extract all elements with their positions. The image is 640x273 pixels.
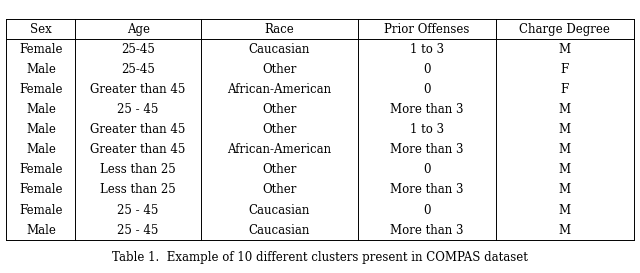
Text: M: M (559, 204, 571, 216)
Text: F: F (561, 83, 569, 96)
Text: More than 3: More than 3 (390, 183, 463, 197)
Text: More than 3: More than 3 (390, 143, 463, 156)
Text: African-American: African-American (227, 83, 332, 96)
Text: Male: Male (26, 103, 56, 116)
Text: Prior Offenses: Prior Offenses (384, 23, 469, 36)
Text: Other: Other (262, 183, 296, 197)
Text: M: M (559, 43, 571, 56)
Text: M: M (559, 103, 571, 116)
Text: 1 to 3: 1 to 3 (410, 123, 444, 136)
Text: African-American: African-American (227, 143, 332, 156)
Text: Less than 25: Less than 25 (100, 183, 176, 197)
Text: Caucasian: Caucasian (248, 204, 310, 216)
Text: Less than 25: Less than 25 (100, 163, 176, 176)
Text: 1 to 3: 1 to 3 (410, 43, 444, 56)
Text: 0: 0 (423, 63, 430, 76)
Text: Greater than 45: Greater than 45 (90, 123, 186, 136)
Text: Other: Other (262, 63, 296, 76)
Text: Male: Male (26, 123, 56, 136)
Text: Sex: Sex (30, 23, 52, 36)
Text: Caucasian: Caucasian (248, 224, 310, 237)
Text: 25 - 45: 25 - 45 (117, 103, 159, 116)
Text: Female: Female (19, 163, 63, 176)
Text: 0: 0 (423, 163, 430, 176)
Text: M: M (559, 163, 571, 176)
Text: Female: Female (19, 183, 63, 197)
Text: M: M (559, 143, 571, 156)
Text: Charge Degree: Charge Degree (519, 23, 610, 36)
Text: Male: Male (26, 224, 56, 237)
Text: More than 3: More than 3 (390, 224, 463, 237)
Text: 0: 0 (423, 83, 430, 96)
Text: 25 - 45: 25 - 45 (117, 204, 159, 216)
Text: Caucasian: Caucasian (248, 43, 310, 56)
Text: M: M (559, 183, 571, 197)
Text: 25-45: 25-45 (121, 43, 155, 56)
Text: Male: Male (26, 63, 56, 76)
Text: More than 3: More than 3 (390, 103, 463, 116)
Text: Female: Female (19, 43, 63, 56)
Text: 25 - 45: 25 - 45 (117, 224, 159, 237)
Text: Table 1.  Example of 10 different clusters present in COMPAS dataset: Table 1. Example of 10 different cluster… (112, 251, 528, 265)
Text: Other: Other (262, 123, 296, 136)
Text: Greater than 45: Greater than 45 (90, 83, 186, 96)
Text: M: M (559, 224, 571, 237)
Text: 25-45: 25-45 (121, 63, 155, 76)
Text: Other: Other (262, 103, 296, 116)
Text: Female: Female (19, 204, 63, 216)
Text: 0: 0 (423, 204, 430, 216)
Text: F: F (561, 63, 569, 76)
Text: Age: Age (127, 23, 150, 36)
Text: Male: Male (26, 143, 56, 156)
Text: Greater than 45: Greater than 45 (90, 143, 186, 156)
Text: Female: Female (19, 83, 63, 96)
Text: M: M (559, 123, 571, 136)
Text: Other: Other (262, 163, 296, 176)
Text: Race: Race (264, 23, 294, 36)
